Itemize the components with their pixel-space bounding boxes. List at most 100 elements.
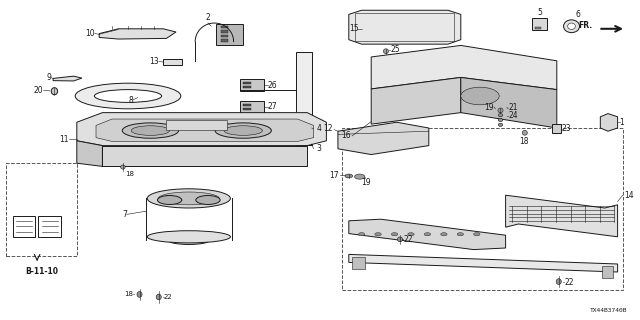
Text: 13: 13 (149, 57, 159, 66)
Ellipse shape (499, 118, 503, 122)
Text: 8: 8 (129, 96, 133, 105)
Polygon shape (506, 195, 618, 237)
Text: 16: 16 (341, 132, 351, 140)
Bar (602, 266, 613, 278)
Bar (240, 101, 264, 113)
Text: 23: 23 (562, 124, 572, 133)
Ellipse shape (147, 189, 230, 208)
Ellipse shape (499, 114, 503, 117)
Bar (243, 108, 251, 110)
Text: B-11-10: B-11-10 (26, 267, 59, 276)
Circle shape (408, 233, 414, 236)
Ellipse shape (196, 196, 220, 204)
Polygon shape (96, 119, 314, 141)
Text: 18: 18 (125, 171, 134, 177)
Text: 3: 3 (317, 144, 322, 153)
Text: 10: 10 (85, 29, 95, 38)
Bar (13, 216, 35, 237)
Text: FR.: FR. (579, 21, 593, 30)
Circle shape (375, 233, 381, 236)
Bar (352, 257, 365, 269)
Bar (221, 26, 228, 28)
Ellipse shape (499, 123, 503, 126)
Ellipse shape (568, 23, 575, 29)
Text: 21: 21 (508, 103, 518, 112)
Ellipse shape (51, 88, 58, 95)
Text: 22: 22 (403, 235, 413, 244)
Bar (535, 27, 541, 29)
Text: 19: 19 (361, 178, 371, 187)
Ellipse shape (461, 87, 499, 105)
Circle shape (441, 233, 447, 236)
Polygon shape (349, 254, 618, 272)
Bar (216, 24, 243, 45)
Bar (532, 18, 547, 30)
Text: 19: 19 (484, 103, 494, 112)
Bar (166, 120, 227, 130)
Ellipse shape (556, 279, 561, 284)
Polygon shape (338, 122, 429, 155)
Circle shape (424, 233, 431, 236)
Polygon shape (371, 45, 557, 90)
Bar (243, 86, 251, 88)
Polygon shape (600, 114, 618, 131)
Bar (221, 35, 228, 37)
Ellipse shape (498, 108, 503, 113)
Bar (221, 39, 228, 42)
Text: 17: 17 (330, 171, 339, 180)
Text: 1: 1 (620, 118, 624, 127)
Polygon shape (99, 29, 176, 39)
Bar (38, 216, 61, 237)
Polygon shape (77, 113, 326, 146)
Circle shape (391, 233, 397, 236)
Text: 11: 11 (60, 135, 69, 144)
Bar (240, 79, 264, 91)
Ellipse shape (397, 237, 403, 242)
Circle shape (358, 233, 365, 236)
Ellipse shape (383, 49, 388, 53)
Bar (163, 59, 182, 65)
Polygon shape (102, 146, 307, 166)
Text: 22: 22 (164, 294, 173, 300)
Ellipse shape (224, 126, 262, 135)
Text: 18: 18 (124, 291, 133, 297)
Text: 5: 5 (537, 8, 542, 17)
Bar (221, 30, 228, 33)
Ellipse shape (564, 20, 580, 33)
Ellipse shape (215, 123, 271, 138)
Text: 15: 15 (349, 24, 358, 33)
Text: 7: 7 (122, 210, 127, 219)
Text: 22: 22 (564, 278, 574, 287)
Text: TX44B3740B: TX44B3740B (589, 308, 627, 313)
Text: 6: 6 (576, 10, 581, 19)
Circle shape (457, 233, 463, 236)
Ellipse shape (131, 126, 170, 135)
Text: 25: 25 (390, 45, 400, 54)
Polygon shape (77, 141, 102, 166)
Polygon shape (371, 77, 461, 124)
Ellipse shape (157, 196, 182, 204)
Text: 26: 26 (268, 81, 277, 90)
Circle shape (355, 174, 365, 179)
Bar (552, 124, 561, 133)
Ellipse shape (158, 192, 219, 205)
Bar (355, 13, 454, 41)
Text: 9: 9 (46, 73, 51, 82)
Bar (243, 82, 251, 84)
Bar (296, 52, 312, 145)
Polygon shape (461, 77, 557, 128)
Bar (6, 163, 77, 256)
Text: 24: 24 (508, 111, 518, 120)
Bar (243, 104, 251, 106)
Circle shape (474, 233, 480, 236)
Text: 2: 2 (205, 13, 211, 22)
Ellipse shape (168, 236, 210, 244)
Text: 27: 27 (268, 102, 277, 111)
Ellipse shape (95, 90, 161, 102)
Ellipse shape (76, 83, 181, 109)
Text: 4: 4 (317, 124, 322, 133)
Polygon shape (53, 76, 82, 81)
Polygon shape (349, 10, 461, 44)
Ellipse shape (522, 131, 527, 135)
Text: 20: 20 (34, 86, 44, 95)
